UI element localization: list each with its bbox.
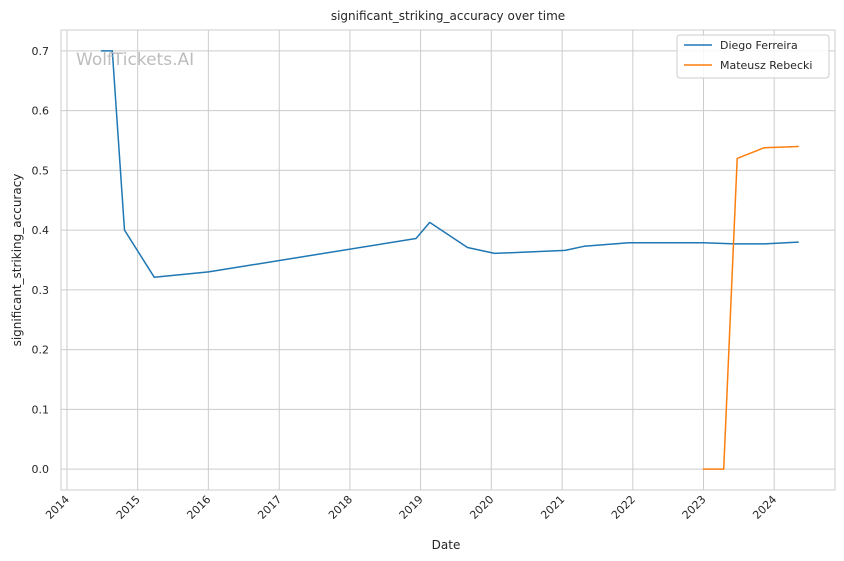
y-tick-label-0-1: 0.1 [32,403,50,416]
series-line-diego-ferreira [100,50,799,279]
series-lines [100,50,799,470]
y-axis-label: significant_striking_accuracy [10,174,24,347]
watermark: WolfTickets.AI [76,50,194,70]
plot-area [61,30,835,490]
y-tick-label-0-5: 0.5 [32,164,50,177]
legend-label-diego-ferreira: Diego Ferreira [720,39,798,52]
plot-frame [60,29,836,491]
legend: Diego Ferreira Mateusz Rebecki [676,34,830,79]
legend-box [676,34,830,79]
y-tick-label-0-2: 0.2 [32,344,50,357]
gridlines [61,30,835,490]
x-axis-label: Date [432,538,461,552]
chart-title: significant_striking_accuracy over time [331,9,565,23]
series-line-mateusz-rebecki [702,145,799,470]
y-tick-label-0-3: 0.3 [32,284,50,297]
y-tick-label-0-0: 0.0 [32,463,50,476]
legend-label-mateusz-rebecki: Mateusz Rebecki [720,59,812,72]
y-tick-label-0-4: 0.4 [32,224,50,237]
y-tick-label-0-7: 0.7 [32,45,50,58]
y-tick-label-0-6: 0.6 [32,105,50,118]
